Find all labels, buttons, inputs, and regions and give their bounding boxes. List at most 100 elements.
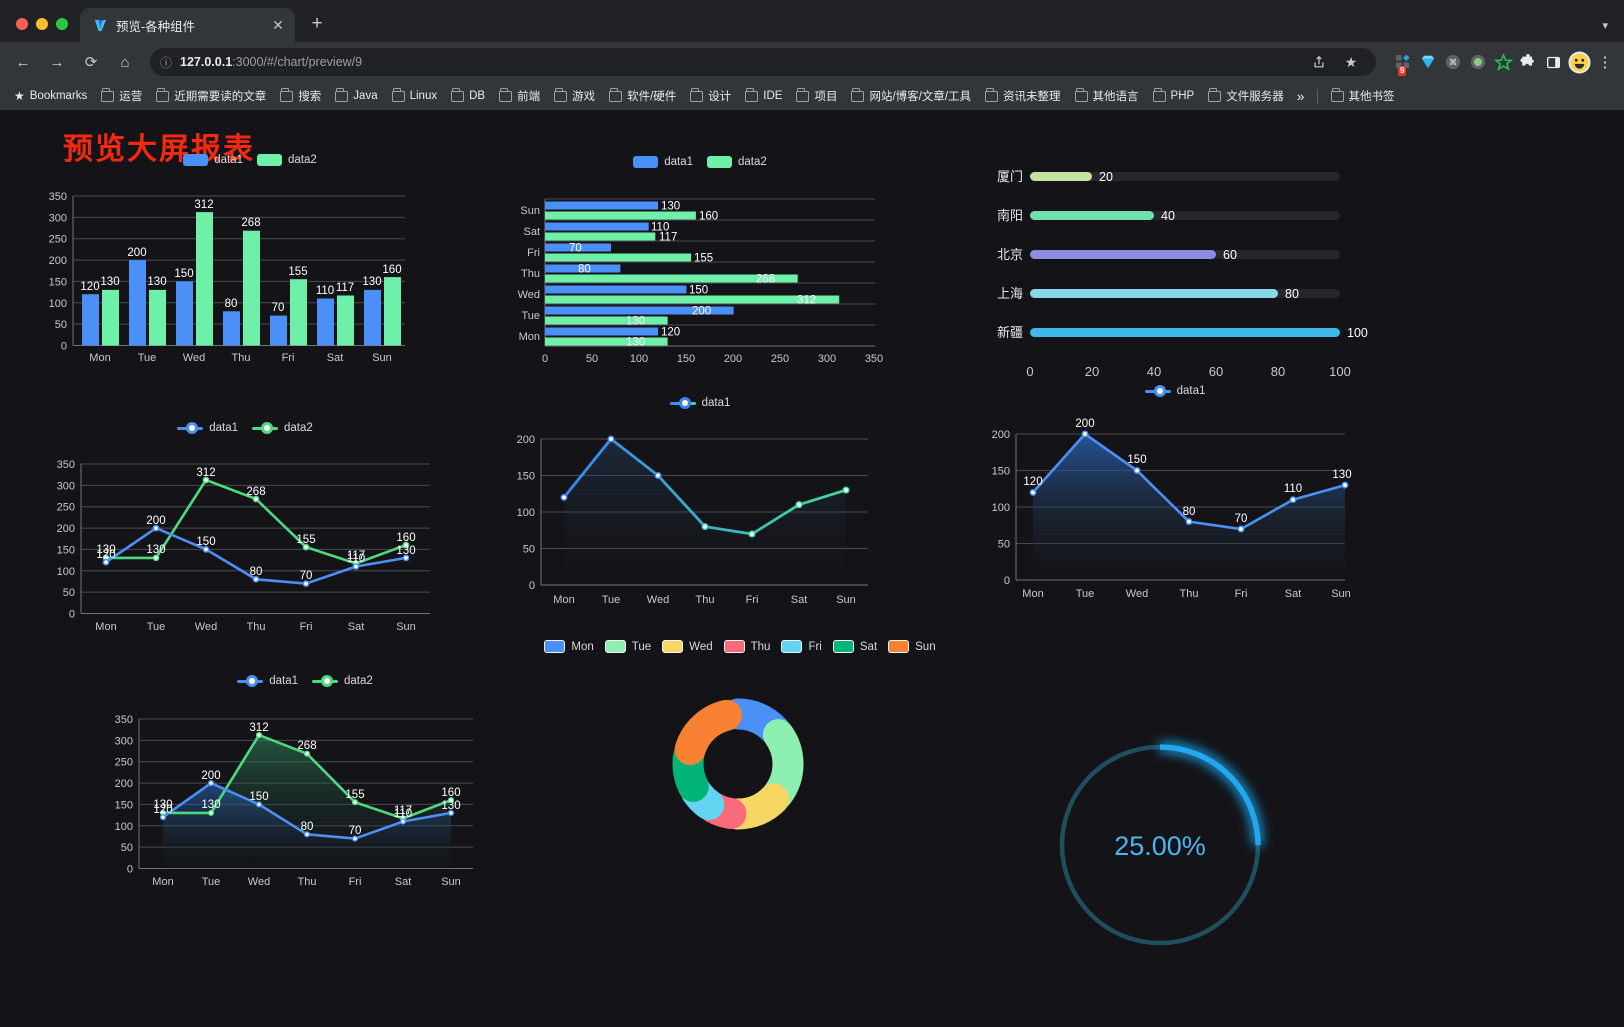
bookmark-folder-13[interactable]: 资讯未整理: [979, 86, 1067, 106]
svg-text:60: 60: [1209, 364, 1223, 379]
legend-item-fri[interactable]: Fri: [781, 640, 822, 653]
tab-title: 预览-各种组件: [116, 19, 196, 34]
forward-button[interactable]: →: [49, 53, 65, 71]
circle-green-icon[interactable]: [1467, 51, 1489, 73]
kebab-menu-icon[interactable]: ⋮: [1597, 53, 1613, 71]
svg-text:200: 200: [146, 515, 165, 527]
home-button[interactable]: ⌂: [120, 53, 130, 71]
maximize-window-button[interactable]: [56, 18, 68, 30]
folder-icon: [796, 88, 810, 102]
legend-swatch-icon: [832, 640, 854, 653]
folder-icon: [1074, 88, 1088, 102]
svg-text:40: 40: [1147, 364, 1161, 379]
share-icon[interactable]: [1304, 47, 1334, 77]
bookmark-folder-9[interactable]: 设计: [684, 86, 737, 106]
svg-text:Mon: Mon: [89, 352, 110, 364]
bookmark-folder-10[interactable]: IDE: [739, 88, 788, 104]
profile-avatar[interactable]: [1567, 50, 1591, 74]
legend-line-icon: [252, 422, 278, 434]
puzzle-grid-icon[interactable]: 9: [1392, 51, 1414, 76]
bookmark-folder-4[interactable]: Linux: [386, 88, 444, 104]
legend-swatch-icon: [544, 640, 566, 653]
window-controls[interactable]: [10, 18, 80, 42]
legend-item-data1[interactable]: data1: [177, 422, 238, 434]
bookmark-label: PHP: [1170, 90, 1195, 102]
bookmark-folder-12[interactable]: 网站/博客/文章/工具: [845, 86, 977, 106]
bookmark-folder-0[interactable]: 运营: [95, 86, 148, 106]
minimize-window-button[interactable]: [36, 18, 48, 30]
bookmark-folder-2[interactable]: 搜索: [274, 86, 327, 106]
legend-item-data1[interactable]: data1: [633, 156, 693, 168]
svg-text:130: 130: [1332, 469, 1351, 481]
svg-text:130: 130: [441, 800, 460, 812]
bookmark-manager-entry[interactable]: ★ Bookmarks: [8, 87, 93, 105]
extensions-puzzle-icon[interactable]: [1517, 51, 1539, 73]
command-icon[interactable]: ⌘: [1442, 51, 1464, 73]
legend-item-data1[interactable]: data1: [1144, 385, 1205, 397]
donut-slice-thu[interactable]: [672, 698, 804, 830]
svg-text:Thu: Thu: [247, 621, 266, 633]
svg-text:200: 200: [201, 770, 220, 782]
svg-text:Sun: Sun: [520, 205, 540, 217]
chart-svg-donut: [672, 698, 804, 830]
chevron-down-icon[interactable]: ▾: [1602, 20, 1608, 32]
svg-text:100: 100: [1329, 364, 1351, 379]
svg-text:50: 50: [586, 353, 598, 365]
legend-item-sat[interactable]: Sat: [832, 640, 877, 653]
bookmark-folder-11[interactable]: 项目: [790, 86, 843, 106]
bookmark-folder-3[interactable]: Java: [329, 88, 383, 104]
reload-button[interactable]: ⟳: [84, 54, 98, 71]
legend-item-wed[interactable]: Wed: [662, 640, 713, 653]
address-bar[interactable]: ⓘ 127.0.0.1:3000/#/chart/preview/9 ★: [150, 48, 1376, 76]
progress-fills: [1030, 172, 1340, 337]
diamond-icon[interactable]: [1417, 51, 1439, 73]
legend-item-thu[interactable]: Thu: [723, 640, 770, 653]
close-window-button[interactable]: [16, 18, 28, 30]
bookmarks-overflow-button[interactable]: »: [1296, 88, 1305, 104]
bookmark-folder-5[interactable]: DB: [445, 88, 491, 104]
bookmark-folder-14[interactable]: 其他语言: [1069, 86, 1145, 106]
legend-item-data1[interactable]: data1: [237, 675, 298, 687]
back-button[interactable]: ←: [15, 53, 31, 71]
legend-item-data2[interactable]: data2: [312, 675, 373, 687]
legend-item-tue[interactable]: Tue: [604, 640, 651, 653]
bookmark-folder-16[interactable]: 文件服务器: [1202, 86, 1290, 106]
browser-tab[interactable]: 预览-各种组件 ✕: [80, 8, 295, 42]
bookmark-star-icon[interactable]: ★: [1344, 53, 1358, 70]
bookmark-folder-15[interactable]: PHP: [1147, 88, 1201, 104]
bookmark-folder-1[interactable]: 近期需要读的文章: [150, 86, 272, 106]
svg-text:110: 110: [651, 222, 669, 234]
legend-item-data1[interactable]: data1: [183, 154, 243, 166]
legend-item-mon[interactable]: Mon: [544, 640, 594, 653]
svg-text:Tue: Tue: [602, 594, 621, 606]
bookmark-folder-7[interactable]: 游戏: [548, 86, 601, 106]
new-tab-button[interactable]: +: [311, 13, 323, 34]
svg-text:北京: 北京: [997, 247, 1023, 262]
svg-text:Sat: Sat: [1285, 588, 1302, 600]
svg-text:70: 70: [349, 825, 362, 837]
legend-item-data2[interactable]: data2: [252, 422, 313, 434]
donut-slice-tue[interactable]: [672, 698, 804, 830]
bookmark-label: 文件服务器: [1226, 91, 1284, 103]
legend-label: data2: [738, 156, 767, 168]
svg-text:300: 300: [49, 212, 67, 224]
legend-item-data2[interactable]: data2: [257, 154, 317, 166]
svg-text:200: 200: [724, 353, 742, 365]
svg-text:268: 268: [241, 217, 260, 229]
donut-slice-sun[interactable]: [672, 698, 804, 830]
legend-item-data2[interactable]: data2: [707, 156, 767, 168]
star-outline-green-icon[interactable]: [1492, 51, 1514, 73]
sidepanel-icon[interactable]: [1542, 51, 1564, 73]
svg-text:Tue: Tue: [138, 352, 157, 364]
bookmark-folder-6[interactable]: 前端: [493, 86, 546, 106]
svg-text:50: 50: [998, 539, 1010, 551]
other-bookmarks-folder[interactable]: 其他书签: [1325, 86, 1401, 106]
legend-item-sun[interactable]: Sun: [888, 640, 936, 653]
bookmark-folder-8[interactable]: 软件/硬件: [603, 86, 682, 106]
close-tab-button[interactable]: ✕: [272, 16, 284, 33]
legend-item-data1[interactable]: data1: [669, 397, 730, 409]
site-info-icon[interactable]: ⓘ: [160, 55, 173, 70]
legend-swatch-icon: [888, 640, 910, 653]
y-axis-labels: 200 150 100 50 0: [517, 434, 535, 592]
